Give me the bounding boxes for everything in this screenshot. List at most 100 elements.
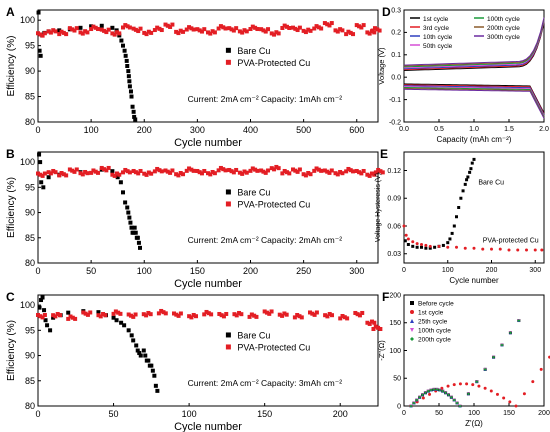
panel-a-frame	[38, 10, 538, 122]
point	[240, 171, 245, 176]
point	[353, 310, 358, 315]
point	[312, 168, 317, 173]
point	[446, 245, 450, 249]
y-tick-label: 50	[393, 376, 401, 383]
series-pva-cu	[402, 224, 544, 252]
x-tick-label: 200	[538, 410, 550, 417]
y-tick-label: 0.3	[391, 7, 401, 14]
point	[152, 373, 157, 378]
panel-letter: C	[6, 290, 15, 304]
point	[51, 313, 56, 318]
point	[502, 396, 506, 400]
point	[327, 23, 332, 28]
point	[121, 170, 125, 175]
x-tick-label: 0	[35, 409, 40, 419]
point	[57, 173, 62, 178]
point	[450, 231, 454, 235]
point	[197, 28, 202, 33]
series-discharge-line	[403, 85, 545, 116]
point	[471, 383, 475, 387]
point	[191, 168, 196, 173]
point	[525, 248, 528, 252]
point	[237, 310, 242, 315]
point	[297, 167, 302, 172]
point	[38, 172, 43, 177]
point	[70, 315, 75, 320]
point	[142, 171, 147, 176]
point	[155, 25, 160, 30]
point	[287, 171, 292, 176]
y-tick-label: 0.03	[387, 251, 401, 258]
point	[295, 28, 300, 33]
point	[276, 166, 281, 171]
point	[178, 28, 183, 33]
point	[495, 392, 499, 396]
panel-c: 0 50 100 150 200 80 85 90 95 100 Cycle number Effic…	[6, 290, 383, 432]
point	[46, 170, 51, 175]
point	[133, 117, 138, 122]
point	[357, 170, 362, 175]
point	[157, 26, 162, 31]
point	[376, 325, 381, 330]
y-tick-label: 0.06	[387, 223, 401, 230]
point	[314, 166, 319, 171]
point	[61, 30, 66, 35]
x-axis-label: Cycle number	[174, 421, 242, 432]
point	[59, 29, 64, 34]
point	[136, 29, 141, 34]
point	[314, 310, 319, 315]
point	[316, 167, 321, 172]
x-tick-label: 500	[296, 125, 311, 135]
x-tick-label: 200	[333, 409, 348, 419]
point	[110, 169, 115, 174]
point	[119, 38, 124, 43]
point	[155, 388, 160, 393]
x-tick-label: 100	[442, 267, 454, 274]
point	[119, 320, 124, 325]
point	[253, 167, 258, 172]
point	[136, 240, 141, 245]
series-pva-cu	[36, 164, 385, 178]
point	[61, 172, 66, 177]
annotation: Current: 2mA cm⁻² Capacity: 3mAh cm⁻²	[188, 378, 343, 388]
point	[51, 28, 56, 33]
point	[153, 383, 158, 388]
point	[420, 245, 423, 249]
point	[367, 321, 372, 326]
y-tick-label: 0.2	[391, 30, 401, 37]
point	[533, 248, 537, 252]
point	[149, 363, 154, 368]
point	[152, 28, 157, 33]
point	[375, 27, 380, 32]
point	[280, 313, 285, 318]
point	[340, 171, 345, 176]
point	[232, 312, 237, 317]
point	[46, 175, 51, 180]
x-axis-label: Cycle number	[174, 137, 242, 149]
point	[380, 170, 385, 175]
point	[127, 170, 132, 175]
point	[423, 391, 427, 395]
point	[330, 313, 335, 318]
point	[114, 30, 119, 35]
point	[218, 165, 223, 170]
point	[155, 166, 160, 171]
x-tick-label: 0	[402, 267, 406, 274]
point	[466, 175, 470, 179]
point	[127, 25, 132, 30]
point	[234, 313, 239, 318]
point	[57, 28, 62, 33]
legend-label: 200th cycle	[487, 25, 520, 32]
point	[96, 313, 101, 318]
legend-marker	[410, 319, 414, 323]
point	[89, 24, 94, 29]
legend-marker	[225, 344, 231, 350]
point	[303, 173, 308, 178]
point	[102, 28, 107, 33]
point	[199, 171, 204, 176]
point	[359, 25, 364, 30]
point	[53, 170, 58, 175]
y-tick-label: 100	[20, 15, 35, 25]
annotation: Current: 2mA cm⁻² Capacity: 1mAh cm⁻²	[188, 94, 343, 104]
x-tick-label: 0.0	[399, 126, 409, 133]
